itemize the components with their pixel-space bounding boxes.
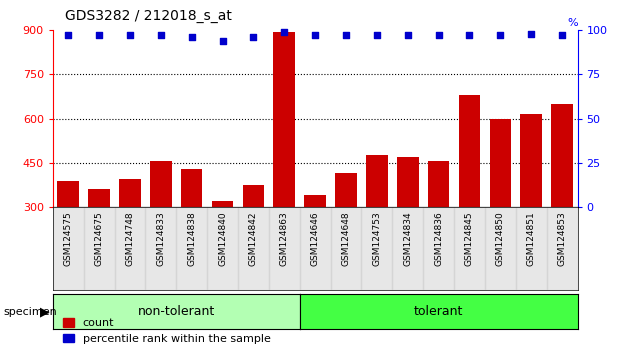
Text: GSM124648: GSM124648 <box>342 211 350 266</box>
Text: GSM124836: GSM124836 <box>434 211 443 266</box>
Bar <box>485 207 516 290</box>
Bar <box>489 119 511 207</box>
Bar <box>57 181 79 207</box>
Bar <box>428 161 450 207</box>
Text: ▶: ▶ <box>40 305 50 318</box>
Bar <box>273 32 295 207</box>
Bar <box>243 185 264 207</box>
Point <box>496 33 505 38</box>
Text: GSM124833: GSM124833 <box>156 211 165 266</box>
Point <box>279 29 289 35</box>
Bar <box>150 161 171 207</box>
Bar <box>546 207 578 290</box>
Point <box>557 33 567 38</box>
Bar <box>304 195 326 207</box>
Bar <box>520 114 542 207</box>
Text: specimen: specimen <box>3 307 57 316</box>
Point <box>156 33 166 38</box>
Text: GSM124575: GSM124575 <box>64 211 73 266</box>
Point <box>125 33 135 38</box>
Point <box>187 34 197 40</box>
Bar <box>88 189 110 207</box>
Bar <box>176 207 207 290</box>
Text: GSM124748: GSM124748 <box>125 211 135 266</box>
Text: GSM124840: GSM124840 <box>218 211 227 266</box>
Bar <box>300 207 330 290</box>
Legend: count, percentile rank within the sample: count, percentile rank within the sample <box>58 314 275 348</box>
Bar <box>551 104 573 207</box>
Point <box>433 33 443 38</box>
Bar <box>212 201 233 207</box>
Bar <box>516 207 546 290</box>
Text: GSM124753: GSM124753 <box>373 211 381 266</box>
Text: GSM124845: GSM124845 <box>465 211 474 266</box>
Text: GSM124850: GSM124850 <box>496 211 505 266</box>
Bar <box>397 157 419 207</box>
Bar <box>392 207 423 290</box>
Bar <box>145 207 176 290</box>
Bar <box>53 207 84 290</box>
Text: GSM124842: GSM124842 <box>249 211 258 266</box>
Text: tolerant: tolerant <box>414 305 463 318</box>
Text: %: % <box>567 18 578 28</box>
Point <box>526 31 536 36</box>
Bar <box>330 207 361 290</box>
Bar <box>366 155 388 207</box>
Bar <box>361 207 392 290</box>
Bar <box>269 207 300 290</box>
Point <box>248 34 258 40</box>
Point <box>341 33 351 38</box>
Text: GDS3282 / 212018_s_at: GDS3282 / 212018_s_at <box>65 9 232 23</box>
Bar <box>114 207 145 290</box>
Text: GSM124646: GSM124646 <box>310 211 320 266</box>
Bar <box>423 207 454 290</box>
Text: GSM124675: GSM124675 <box>94 211 104 266</box>
Point <box>372 33 382 38</box>
Bar <box>207 207 238 290</box>
Text: GSM124834: GSM124834 <box>403 211 412 266</box>
Point <box>310 33 320 38</box>
Bar <box>459 95 480 207</box>
Text: GSM124838: GSM124838 <box>187 211 196 266</box>
Text: GSM124853: GSM124853 <box>558 211 566 266</box>
Text: non-tolerant: non-tolerant <box>138 305 215 318</box>
Bar <box>119 179 141 207</box>
Point <box>403 33 413 38</box>
Bar <box>238 207 269 290</box>
Bar <box>84 207 114 290</box>
Point <box>465 33 474 38</box>
Bar <box>454 207 485 290</box>
Bar <box>335 173 357 207</box>
Point <box>94 33 104 38</box>
Point <box>63 33 73 38</box>
Text: GSM124863: GSM124863 <box>280 211 289 266</box>
Text: GSM124851: GSM124851 <box>527 211 536 266</box>
Bar <box>181 169 202 207</box>
Point <box>217 38 227 44</box>
